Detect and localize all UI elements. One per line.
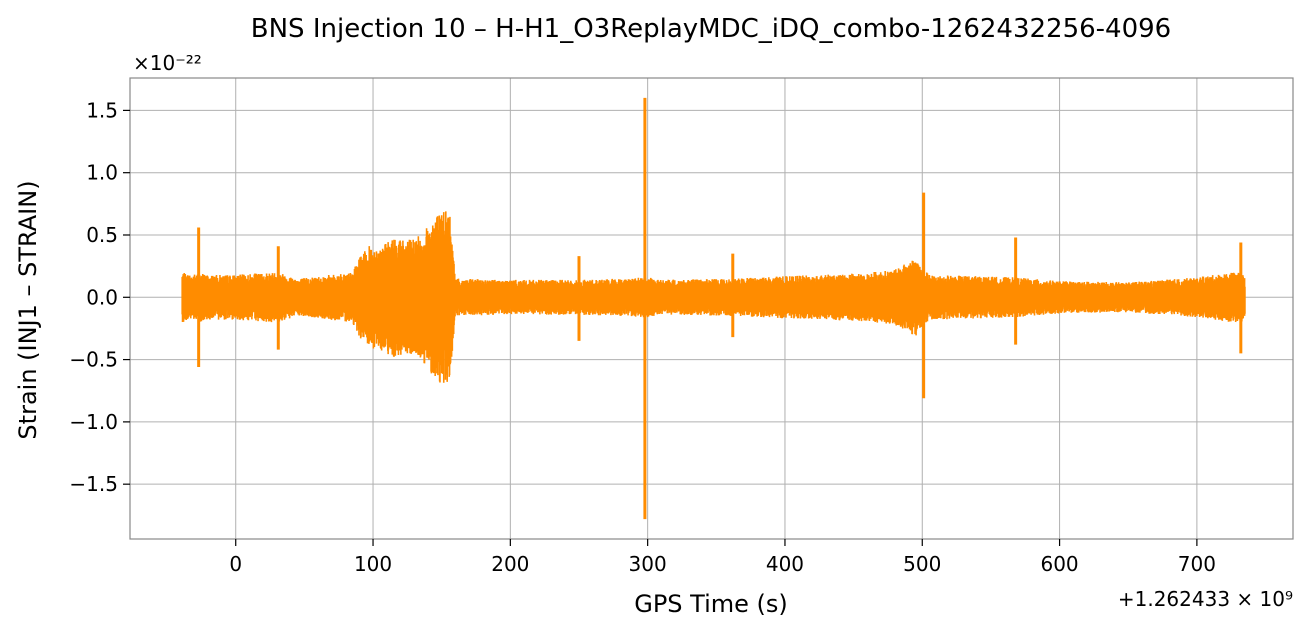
y-tick-label: −0.5	[69, 348, 118, 372]
y-tick-label: −1.5	[69, 472, 118, 496]
y-tick-label: 0.5	[86, 223, 118, 247]
x-offset-label: +1.262433 × 10⁹	[1118, 587, 1293, 611]
strain-series-line	[181, 211, 1246, 383]
y-tick-label: 0.0	[86, 285, 118, 309]
x-tick-label: 400	[766, 552, 804, 576]
x-tick-label: 200	[491, 552, 529, 576]
x-tick-label: 500	[903, 552, 941, 576]
x-tick-label: 0	[229, 552, 242, 576]
chart-title: BNS Injection 10 – H-H1_O3ReplayMDC_iDQ_…	[251, 14, 1171, 44]
y-tick-label: −1.0	[69, 410, 118, 434]
x-axis-label: GPS Time (s)	[634, 590, 788, 618]
x-tick-label: 700	[1178, 552, 1216, 576]
y-axis-label: Strain (INJ1 – STRAIN)	[14, 180, 42, 439]
plot-area	[181, 97, 1246, 520]
x-tick-label: 300	[629, 552, 667, 576]
x-tick-label: 100	[354, 552, 392, 576]
y-multiplier-label: ×10⁻²²	[133, 51, 202, 75]
y-tick-label: 1.5	[86, 98, 118, 122]
plot-frame	[129, 77, 1294, 540]
axes-ticks: 0 100 200 300 400 500 600 700 1.5 1.0 0.5 0.0 −0.5 −1…	[69, 98, 1216, 576]
y-tick-label: 1.0	[86, 161, 118, 185]
x-tick-label: 600	[1040, 552, 1078, 576]
